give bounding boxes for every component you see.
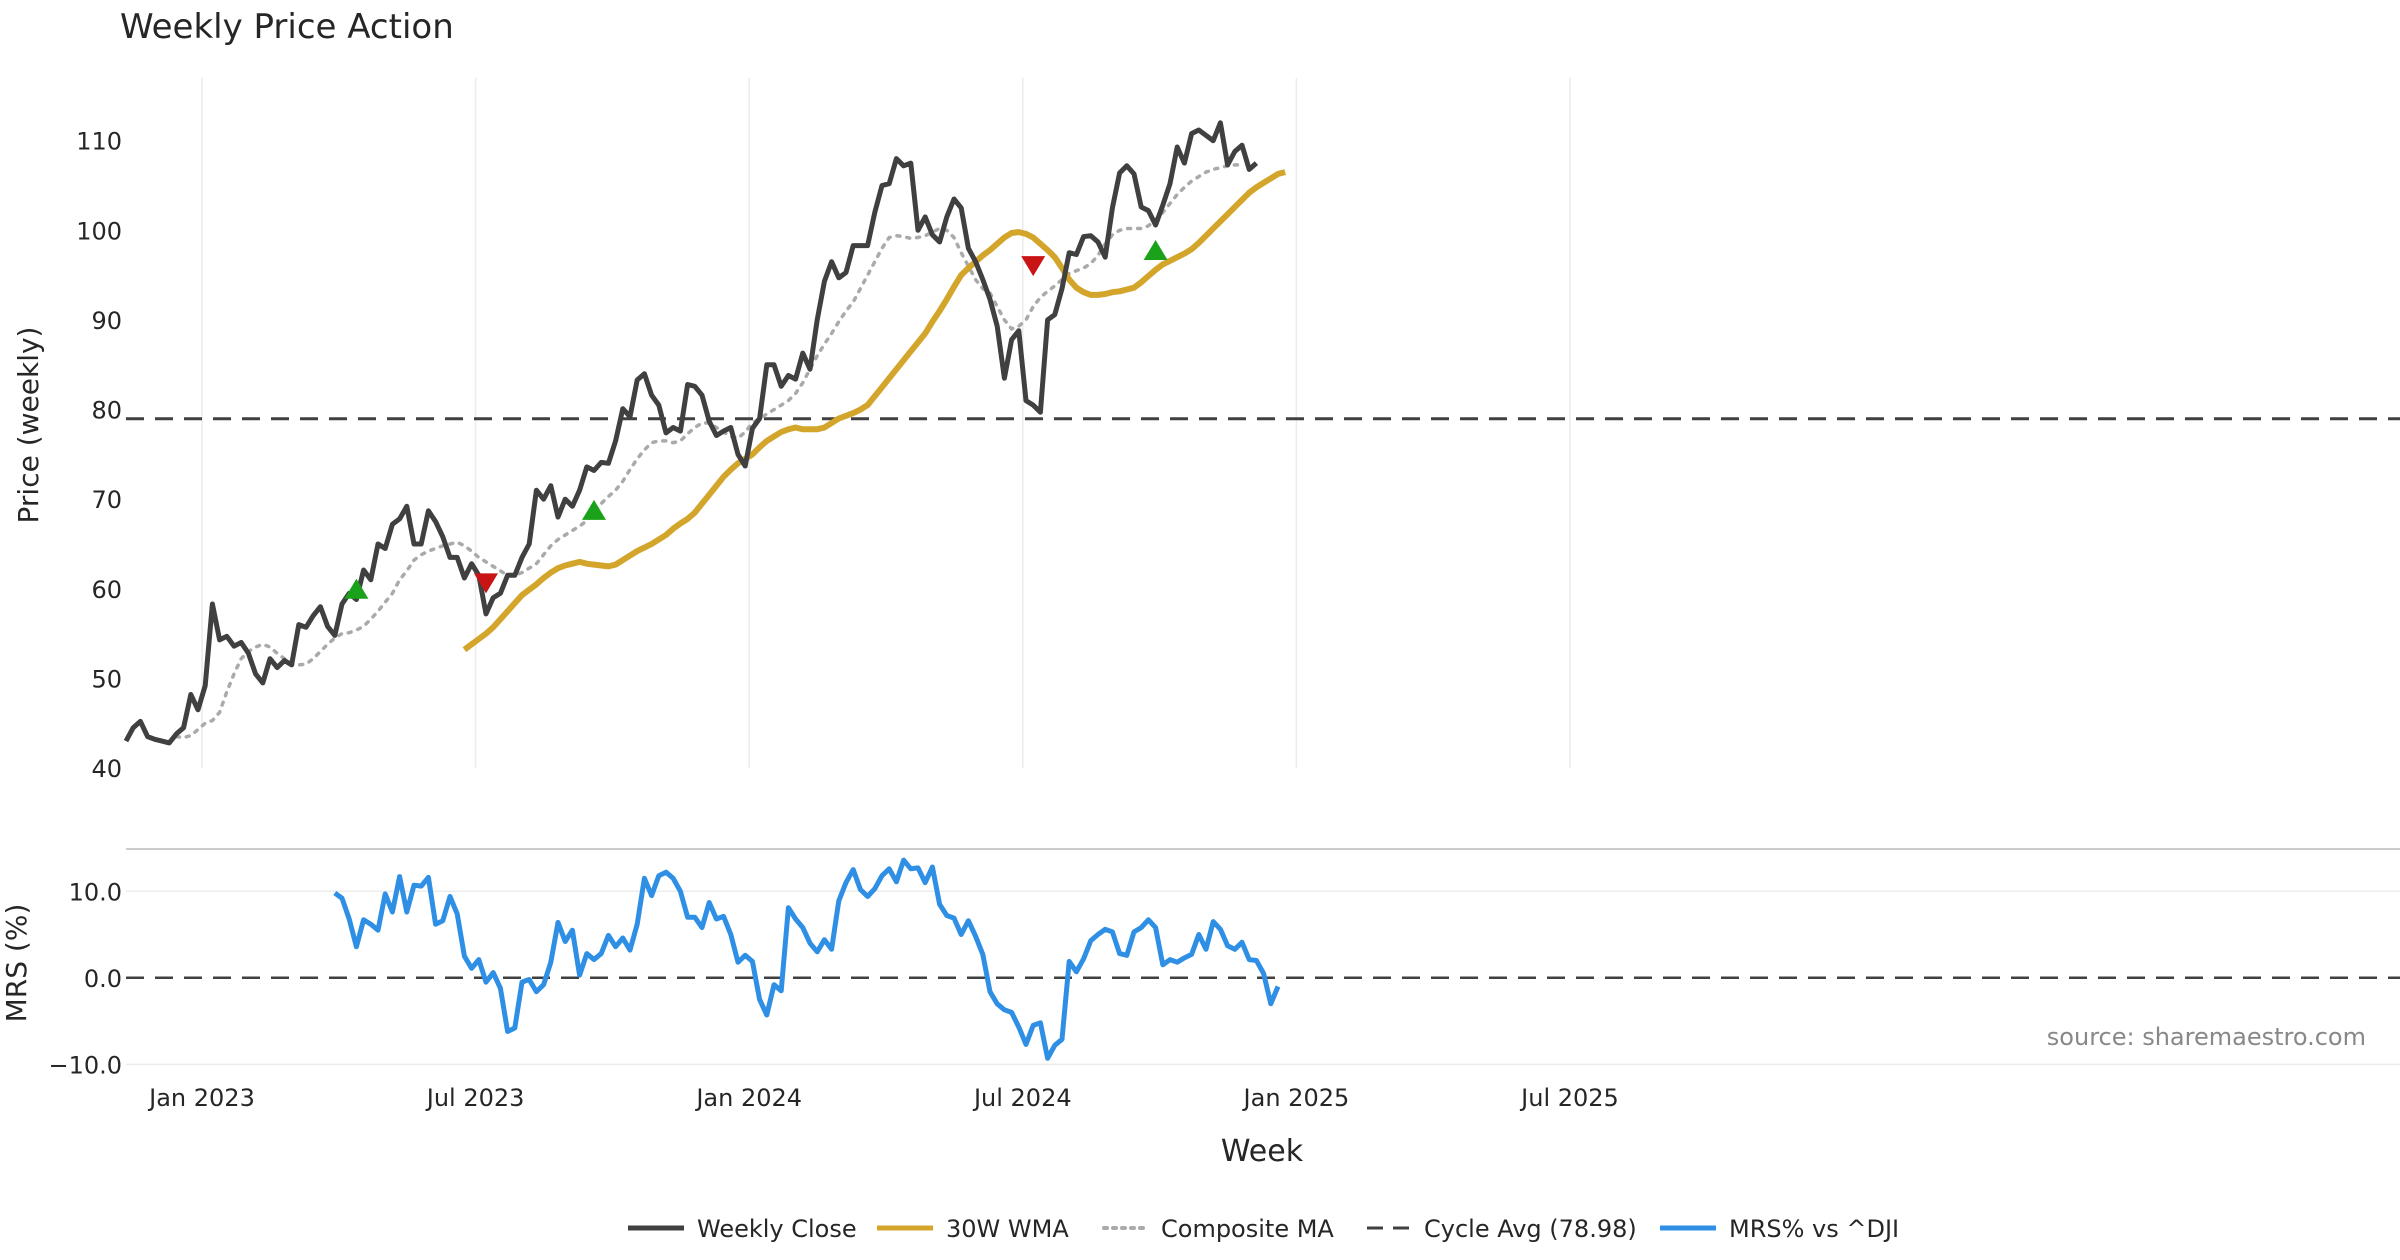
composite-ma-line bbox=[174, 163, 1244, 740]
legend-label-weekly-close: Weekly Close bbox=[697, 1215, 857, 1243]
mrs-y-tick-label: −10.0 bbox=[48, 1051, 122, 1079]
legend-label-cycle-avg: Cycle Avg (78.98) bbox=[1424, 1215, 1637, 1243]
price-y-tick-label: 70 bbox=[91, 486, 122, 514]
mrs-axis-label: MRS (%) bbox=[0, 904, 33, 1023]
price-y-tick-label: 40 bbox=[91, 755, 122, 783]
mrs-y-tick-label: 0.0 bbox=[84, 965, 122, 993]
mrs-y-tick-label: 10.0 bbox=[69, 878, 122, 906]
wma-30w-line bbox=[462, 169, 1286, 653]
x-tick-label: Jul 2025 bbox=[1519, 1084, 1619, 1112]
price-panel: 40 50 60 70 80 90 100 110 bbox=[76, 78, 2400, 783]
price-y-tick-label: 50 bbox=[91, 665, 122, 693]
x-axis-label: Week bbox=[1221, 1134, 1304, 1169]
chart-title: Weekly Price Action bbox=[120, 7, 454, 47]
price-y-tick-label: 60 bbox=[91, 576, 122, 604]
legend-label-composite: Composite MA bbox=[1161, 1215, 1334, 1243]
buy-signal-marker bbox=[344, 578, 369, 599]
x-tick-label: Jul 2024 bbox=[972, 1084, 1072, 1112]
legend-label-mrs: MRS% vs ^DJI bbox=[1729, 1215, 1899, 1243]
x-axis: Jan 2023 Jul 2023 Jan 2024 Jul 2024 Jan 2025… bbox=[147, 1084, 1619, 1112]
source-note: source: sharemaestro.com bbox=[2047, 1023, 2366, 1051]
x-tick-label: Jan 2025 bbox=[1242, 1084, 1350, 1112]
price-axis-label: Price (weekly) bbox=[12, 327, 45, 524]
sell-signal-marker bbox=[1021, 256, 1046, 277]
buy-signal-marker bbox=[1143, 240, 1168, 261]
sell-signal-marker bbox=[474, 573, 498, 594]
legend-label-wma: 30W WMA bbox=[946, 1215, 1069, 1243]
mrs-line bbox=[333, 857, 1281, 1061]
mrs-panel: −10.0 0.0 10.0 bbox=[48, 848, 2400, 1079]
x-tick-label: Jul 2023 bbox=[425, 1084, 525, 1112]
price-y-tick-label: 80 bbox=[91, 397, 122, 425]
x-tick-label: Jan 2023 bbox=[147, 1084, 255, 1112]
buy-signal-marker bbox=[582, 499, 606, 520]
legend: Weekly Close 30W WMA Composite MA Cycle … bbox=[628, 1215, 1899, 1243]
price-y-tick-label: 100 bbox=[76, 217, 122, 245]
x-tick-label: Jan 2024 bbox=[694, 1084, 802, 1112]
weekly-close-line bbox=[123, 120, 1259, 746]
price-y-tick-label: 90 bbox=[91, 307, 122, 335]
price-y-tick-label: 110 bbox=[76, 128, 122, 156]
